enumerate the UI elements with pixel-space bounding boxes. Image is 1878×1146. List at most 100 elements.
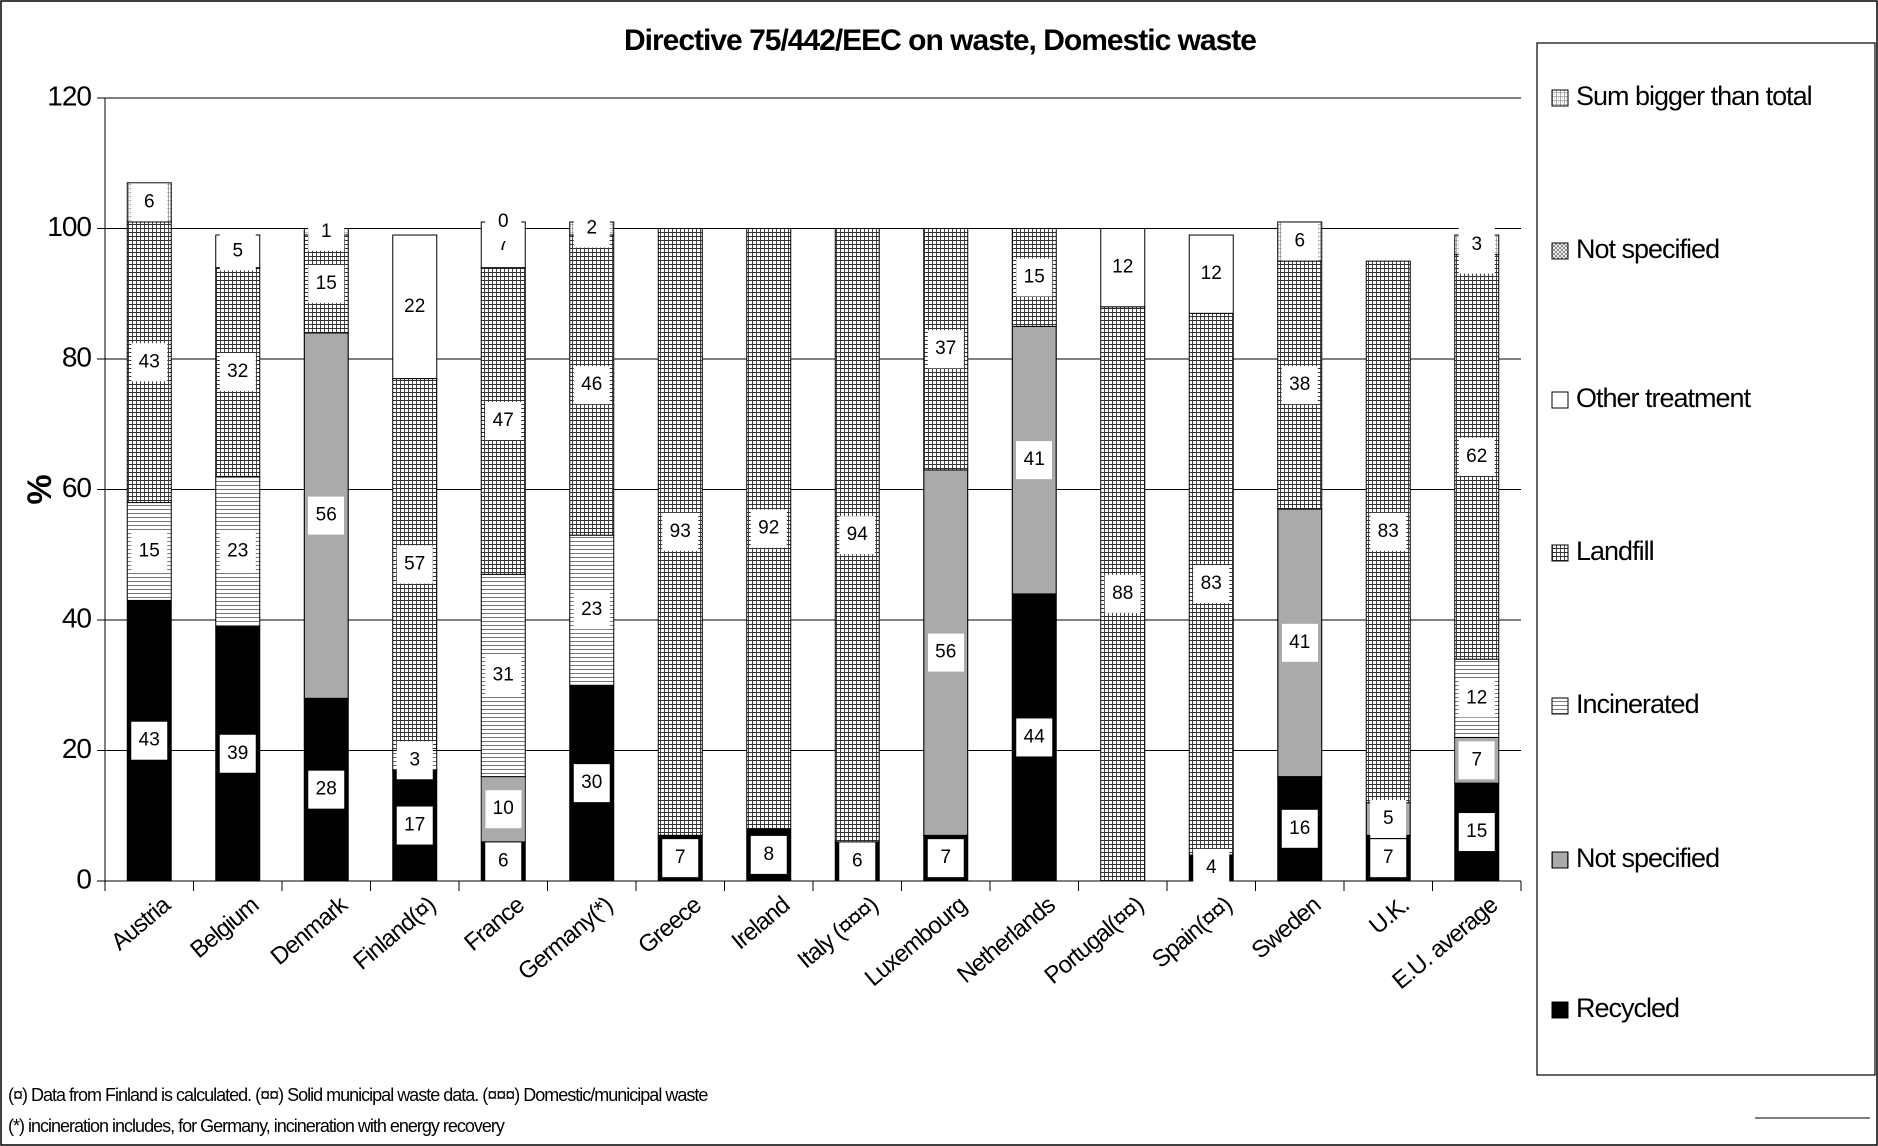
label-bg <box>927 839 964 878</box>
label-bg <box>1016 441 1053 480</box>
label-bg <box>1458 813 1495 852</box>
data-label: 8 <box>763 844 774 865</box>
data-label: 41 <box>1289 632 1310 653</box>
data-label: 88 <box>1112 583 1133 604</box>
label-bg <box>1458 225 1495 264</box>
y-tick-label: 40 <box>62 602 92 633</box>
label-bg <box>1104 574 1141 613</box>
data-label: 47 <box>493 410 514 431</box>
label-bg <box>396 741 433 780</box>
x-tick-label: Germany(*) <box>513 892 618 986</box>
data-label: 3 <box>1471 234 1482 255</box>
label-bg <box>750 835 787 874</box>
data-label: 31 <box>493 664 514 685</box>
label-bg <box>131 183 168 222</box>
data-label: 57 <box>404 554 425 575</box>
label-bg <box>131 532 168 571</box>
data-label: 4 <box>1206 857 1217 878</box>
data-label: 44 <box>1024 726 1046 747</box>
chart-title: Directive 75/442/EEC on waste, Domestic … <box>624 24 1256 57</box>
label-bg <box>485 401 522 440</box>
label-bg <box>750 509 787 548</box>
data-label: 2 <box>586 218 597 239</box>
label-bg <box>308 212 345 251</box>
legend-label: Incinerated <box>1576 689 1699 719</box>
legend-label: Not specified <box>1576 234 1719 264</box>
data-label: 43 <box>139 730 160 751</box>
data-label: 83 <box>1378 521 1399 542</box>
label-bg <box>396 545 433 584</box>
legend-swatch <box>1551 242 1569 260</box>
label-bg <box>308 770 345 809</box>
label-bg <box>1281 809 1318 848</box>
label-bg <box>1281 366 1318 405</box>
data-label: 12 <box>1201 263 1222 284</box>
data-label: 38 <box>1289 374 1310 395</box>
data-label: 43 <box>139 351 160 372</box>
label-bg <box>839 842 876 881</box>
data-label: 0 <box>498 211 509 232</box>
label-bg <box>839 516 876 555</box>
label-bg <box>1193 255 1230 294</box>
data-label: 62 <box>1466 446 1487 467</box>
label-bg <box>1458 679 1495 718</box>
data-label: 6 <box>852 850 863 871</box>
legend-swatch <box>1551 697 1569 715</box>
label-bg <box>131 343 168 382</box>
x-tick-label: Finland(¤) <box>348 892 440 976</box>
legend-swatch <box>1551 544 1569 562</box>
legend: Sum bigger than total Not specified Other … <box>1551 81 1813 1023</box>
data-label: 6 <box>498 850 509 871</box>
label-bg <box>1370 839 1407 878</box>
label-bg <box>485 790 522 829</box>
data-label: 41 <box>1024 449 1045 470</box>
footnote: (*) incineration includes, for Germany, … <box>8 1116 505 1136</box>
label-bg <box>573 764 610 803</box>
legend-label: Sum bigger than total <box>1576 81 1812 111</box>
y-tick-label: 100 <box>47 211 91 242</box>
data-label: 30 <box>581 772 602 793</box>
data-label: 15 <box>1466 821 1487 842</box>
data-label: 1 <box>321 221 332 242</box>
footnote: (¤) Data from Finland is calculated. (¤¤… <box>8 1085 708 1105</box>
data-label: 16 <box>1289 818 1310 839</box>
label-bg <box>573 366 610 405</box>
y-tick-label: 60 <box>62 472 92 503</box>
label-bg <box>662 839 699 878</box>
label-bg <box>485 656 522 695</box>
x-tick-label: Belgium <box>185 892 263 964</box>
legend-label: Landfill <box>1576 536 1654 566</box>
legend-line: Not specified <box>1576 843 1719 873</box>
data-label: 23 <box>581 599 602 620</box>
label-bg <box>485 202 522 241</box>
data-label: 3 <box>409 749 420 770</box>
label-bg <box>1458 741 1495 780</box>
label-bg <box>927 330 964 369</box>
x-tick-label: Spain(¤¤) <box>1147 892 1237 974</box>
label-bg <box>662 512 699 551</box>
data-label: 92 <box>758 518 779 539</box>
label-bg <box>308 496 345 535</box>
x-tick-label: U.K. <box>1364 892 1414 940</box>
data-label: 7 <box>940 847 951 868</box>
data-label: 93 <box>670 521 691 542</box>
label-bg <box>1281 623 1318 662</box>
label-bg <box>1458 437 1495 476</box>
data-label: 5 <box>1383 808 1394 829</box>
label-bg <box>219 532 256 571</box>
legend-box <box>1536 42 1876 1076</box>
legend-swatch <box>1551 89 1569 107</box>
legend-swatch <box>1551 1001 1569 1019</box>
data-label: 37 <box>935 338 956 359</box>
data-label: 22 <box>404 296 425 317</box>
label-bg <box>1370 800 1407 839</box>
data-label: 56 <box>316 505 337 526</box>
data-label: 12 <box>1466 687 1487 708</box>
data-label: 5 <box>232 240 243 261</box>
data-label: 7 <box>1383 847 1394 868</box>
x-tick-label: Denmark <box>266 890 354 970</box>
data-label: 15 <box>1024 266 1045 287</box>
data-label: 56 <box>935 642 956 663</box>
y-axis-label: % <box>21 475 59 505</box>
